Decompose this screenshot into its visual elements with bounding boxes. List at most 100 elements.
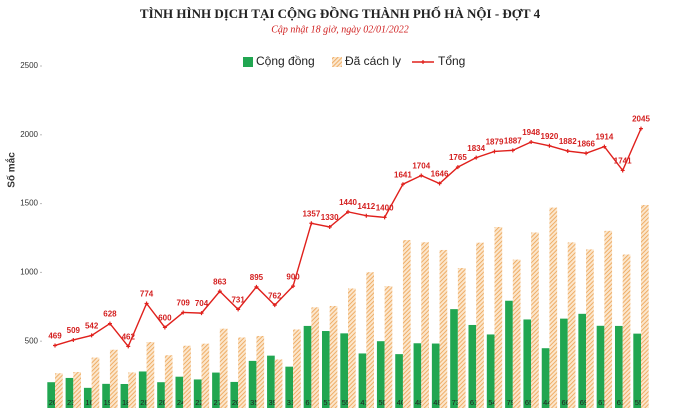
line-value-label: 1400	[376, 203, 394, 212]
line-value-label: 1866	[577, 139, 595, 148]
line-marker	[272, 303, 277, 308]
bar	[212, 372, 220, 408]
bar	[384, 286, 393, 408]
bar	[431, 343, 440, 408]
bar	[267, 355, 275, 408]
line-marker	[346, 209, 350, 214]
bar	[164, 355, 173, 408]
bar	[348, 288, 356, 408]
line-value-label: 600	[158, 314, 172, 323]
bar	[55, 373, 63, 408]
line-marker	[199, 311, 204, 316]
line-value-label: 1704	[412, 162, 430, 171]
y-tick-label: 2000	[20, 130, 38, 139]
line-marker	[309, 221, 314, 226]
line-marker	[529, 139, 534, 144]
bar	[578, 313, 587, 408]
y-tick-label: 2500	[20, 61, 38, 70]
line-marker	[565, 149, 570, 154]
line-marker	[254, 284, 259, 289]
bar	[586, 249, 594, 408]
bar	[450, 309, 458, 408]
bar	[311, 307, 320, 408]
bar	[340, 333, 348, 408]
line-value-label: 1920	[541, 132, 559, 141]
line-value-label: 2045	[632, 115, 650, 124]
line-marker	[364, 213, 369, 218]
bar	[193, 379, 202, 408]
legend-label: Tổng	[438, 54, 465, 68]
bar	[366, 272, 375, 408]
line-marker	[89, 333, 94, 338]
line-marker	[547, 143, 552, 148]
bar	[604, 230, 613, 408]
legend-swatch	[332, 57, 342, 67]
bar	[157, 382, 165, 408]
bar	[641, 204, 649, 408]
bar	[512, 259, 521, 408]
line-value-label: 709	[177, 299, 191, 308]
bar	[238, 337, 246, 408]
bar	[120, 383, 129, 408]
bar	[622, 254, 631, 408]
bar	[274, 359, 283, 408]
bar	[505, 300, 513, 408]
line-marker	[291, 284, 296, 289]
bar	[91, 357, 100, 408]
line-value-label: 1834	[467, 144, 485, 153]
bar	[230, 381, 239, 408]
line-value-label: 469	[48, 332, 62, 341]
line-value-label: 628	[103, 310, 117, 319]
bar	[83, 387, 92, 408]
line-marker	[639, 126, 643, 131]
bar	[421, 242, 429, 408]
chart-title: TÌNH HÌNH DỊCH TẠI CỘNG ĐỒNG THÀNH PHỐ H…	[140, 6, 541, 21]
line-marker	[181, 310, 186, 315]
legend-label: Cộng đồng	[256, 54, 315, 68]
line-marker	[455, 165, 460, 170]
bar	[285, 366, 294, 408]
bar	[256, 335, 265, 408]
bar	[219, 328, 228, 408]
bar	[248, 360, 257, 408]
line-marker	[510, 148, 515, 153]
line-marker	[107, 321, 112, 326]
legend-label: Đã cách ly	[345, 54, 401, 68]
bar	[329, 305, 338, 408]
bar	[175, 376, 184, 408]
line-marker	[53, 343, 57, 348]
bar	[73, 372, 82, 408]
bar	[65, 377, 74, 408]
line-marker	[620, 168, 625, 173]
bar	[146, 342, 155, 408]
y-axis-label: Số mắc	[5, 152, 18, 188]
bar	[413, 343, 422, 408]
line-marker	[162, 325, 167, 330]
line-value-label: 509	[67, 326, 81, 335]
line-value-label: 900	[286, 272, 300, 281]
line-marker	[437, 181, 442, 186]
line-value-label: 1882	[559, 137, 577, 146]
bar	[376, 341, 385, 408]
bar	[633, 333, 641, 408]
bar	[457, 267, 466, 408]
bar	[303, 325, 312, 408]
bar	[201, 343, 210, 408]
bar	[541, 348, 550, 408]
line-marker	[400, 182, 405, 187]
y-tick-label: 500	[25, 336, 39, 345]
bar	[321, 331, 330, 408]
line-value-label: 1412	[357, 202, 375, 211]
line-marker	[382, 215, 387, 220]
bar	[549, 207, 558, 408]
line-value-label: 1330	[321, 213, 339, 222]
bar	[523, 319, 532, 408]
bar	[402, 240, 411, 408]
line-marker	[236, 307, 241, 312]
line-value-label: 542	[85, 322, 99, 331]
line-value-label: 1440	[339, 198, 357, 207]
line-marker	[144, 301, 149, 306]
bar	[128, 372, 136, 408]
legend-swatch	[243, 57, 253, 67]
